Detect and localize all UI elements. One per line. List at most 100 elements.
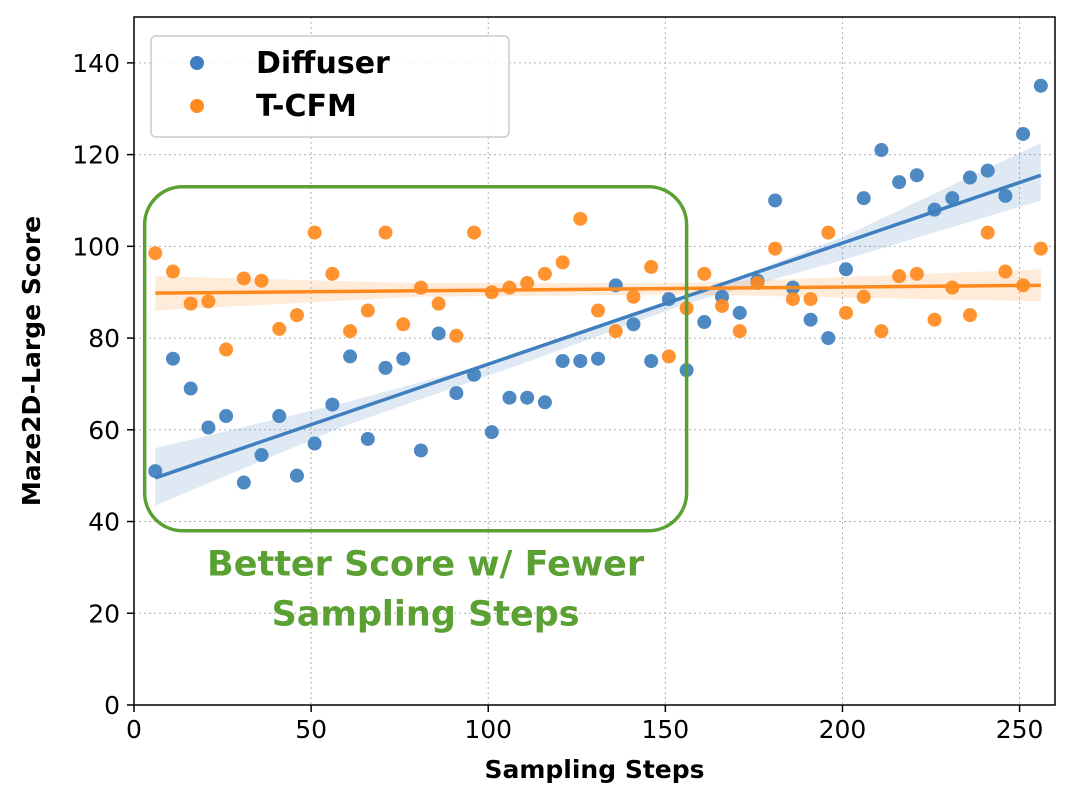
point-series-1 [962, 308, 977, 323]
point-series-0 [413, 443, 428, 458]
annotation-box [142, 184, 689, 533]
point-series-0 [591, 351, 606, 366]
point-series-0 [343, 349, 358, 364]
point-series-1 [608, 324, 623, 339]
point-series-1 [520, 276, 535, 291]
annotation-text-line: Better Score w/ Fewer [207, 545, 645, 585]
point-series-1 [591, 303, 606, 318]
legend-label-series-1: T-CFM [256, 89, 357, 124]
point-series-1 [573, 211, 588, 226]
point-series-1 [325, 266, 340, 281]
point-series-0 [945, 191, 960, 206]
point-series-0 [732, 305, 747, 320]
point-series-0 [768, 193, 783, 208]
point-series-1 [484, 285, 499, 300]
point-series-1 [378, 225, 393, 240]
x-axis-title: Sampling Steps [484, 755, 704, 784]
point-series-0 [573, 354, 588, 368]
point-series-0 [874, 143, 889, 158]
ci-band-series-0 [155, 143, 1041, 506]
y-tick-label: 40 [88, 508, 120, 537]
point-series-0 [378, 360, 393, 375]
fit-line-series-0 [154, 173, 1042, 480]
point-series-1 [803, 292, 818, 307]
legend-marker-series-0 [190, 56, 204, 70]
point-series-1 [537, 266, 552, 281]
point-series-1 [555, 255, 570, 270]
regression-lines [154, 173, 1042, 480]
point-series-1 [927, 312, 942, 327]
point-series-1 [980, 225, 995, 240]
point-series-0 [697, 315, 712, 330]
point-series-0 [909, 168, 924, 183]
point-series-1 [272, 321, 287, 336]
legend: Diffuser T-CFM [150, 35, 510, 138]
point-series-0 [803, 312, 818, 327]
point-series-1 [396, 317, 411, 332]
point-series-0 [219, 409, 234, 424]
point-series-0 [272, 409, 287, 424]
point-series-1 [768, 241, 783, 256]
y-axis-title: Maze2D-Large Score [17, 216, 46, 506]
point-series-1 [626, 289, 641, 304]
point-series-1 [644, 259, 659, 274]
point-series-1 [1033, 241, 1048, 256]
point-series-1 [821, 225, 836, 240]
x-tick-label: 250 [996, 715, 1044, 744]
point-series-0 [520, 390, 535, 405]
point-series-0 [502, 390, 517, 405]
point-series-0 [236, 475, 251, 490]
point-series-1 [856, 289, 871, 304]
point-series-0 [431, 326, 446, 341]
point-series-0 [537, 395, 552, 410]
y-tick-label: 120 [72, 141, 120, 170]
point-series-1 [732, 324, 747, 339]
point-series-0 [165, 351, 180, 366]
annotation: Better Score w/ Fewer Sampling Steps [142, 184, 689, 635]
point-series-1 [201, 294, 216, 309]
point-series-1 [289, 308, 304, 323]
point-series-0 [148, 464, 163, 479]
x-tick-label: 50 [295, 715, 327, 744]
point-series-0 [821, 331, 836, 346]
point-series-0 [980, 163, 995, 178]
point-series-0 [484, 425, 499, 440]
annotation-text-line: Sampling Steps [272, 595, 580, 635]
point-series-1 [909, 266, 924, 281]
y-tick-label: 20 [88, 599, 120, 628]
point-series-1 [431, 296, 446, 311]
axis-ticks: 0 50 100 150 200 250 0 20 40 60 80 100 120 140 [72, 49, 1043, 744]
point-series-1 [219, 342, 234, 357]
point-series-1 [449, 328, 464, 343]
point-series-0 [360, 431, 375, 446]
legend-box [150, 35, 510, 138]
point-series-0 [892, 175, 907, 190]
y-tick-label: 140 [72, 49, 120, 78]
y-tick-label: 60 [88, 416, 120, 445]
point-series-1 [148, 246, 163, 261]
point-series-1 [307, 225, 322, 240]
point-series-1 [785, 292, 800, 307]
point-series-1 [502, 280, 517, 295]
legend-label-series-0: Diffuser [256, 46, 390, 81]
point-series-0 [289, 468, 304, 483]
x-tick-label: 150 [641, 715, 689, 744]
fit-line-series-1 [155, 283, 1041, 295]
point-series-0 [396, 351, 411, 366]
point-series-1 [183, 296, 198, 311]
point-series-0 [644, 354, 659, 368]
point-series-0 [998, 188, 1013, 203]
x-tick-label: 0 [126, 715, 142, 744]
point-series-1 [236, 271, 251, 286]
point-series-1 [839, 305, 854, 320]
point-series-1 [254, 273, 269, 288]
point-series-1 [697, 266, 712, 281]
point-series-1 [165, 264, 180, 279]
x-tick-label: 100 [464, 715, 512, 744]
point-series-0 [555, 354, 570, 368]
point-series-1 [360, 303, 375, 318]
point-series-1 [661, 349, 676, 364]
point-series-0 [183, 381, 198, 396]
y-tick-label: 100 [72, 232, 120, 261]
point-series-0 [962, 170, 977, 185]
